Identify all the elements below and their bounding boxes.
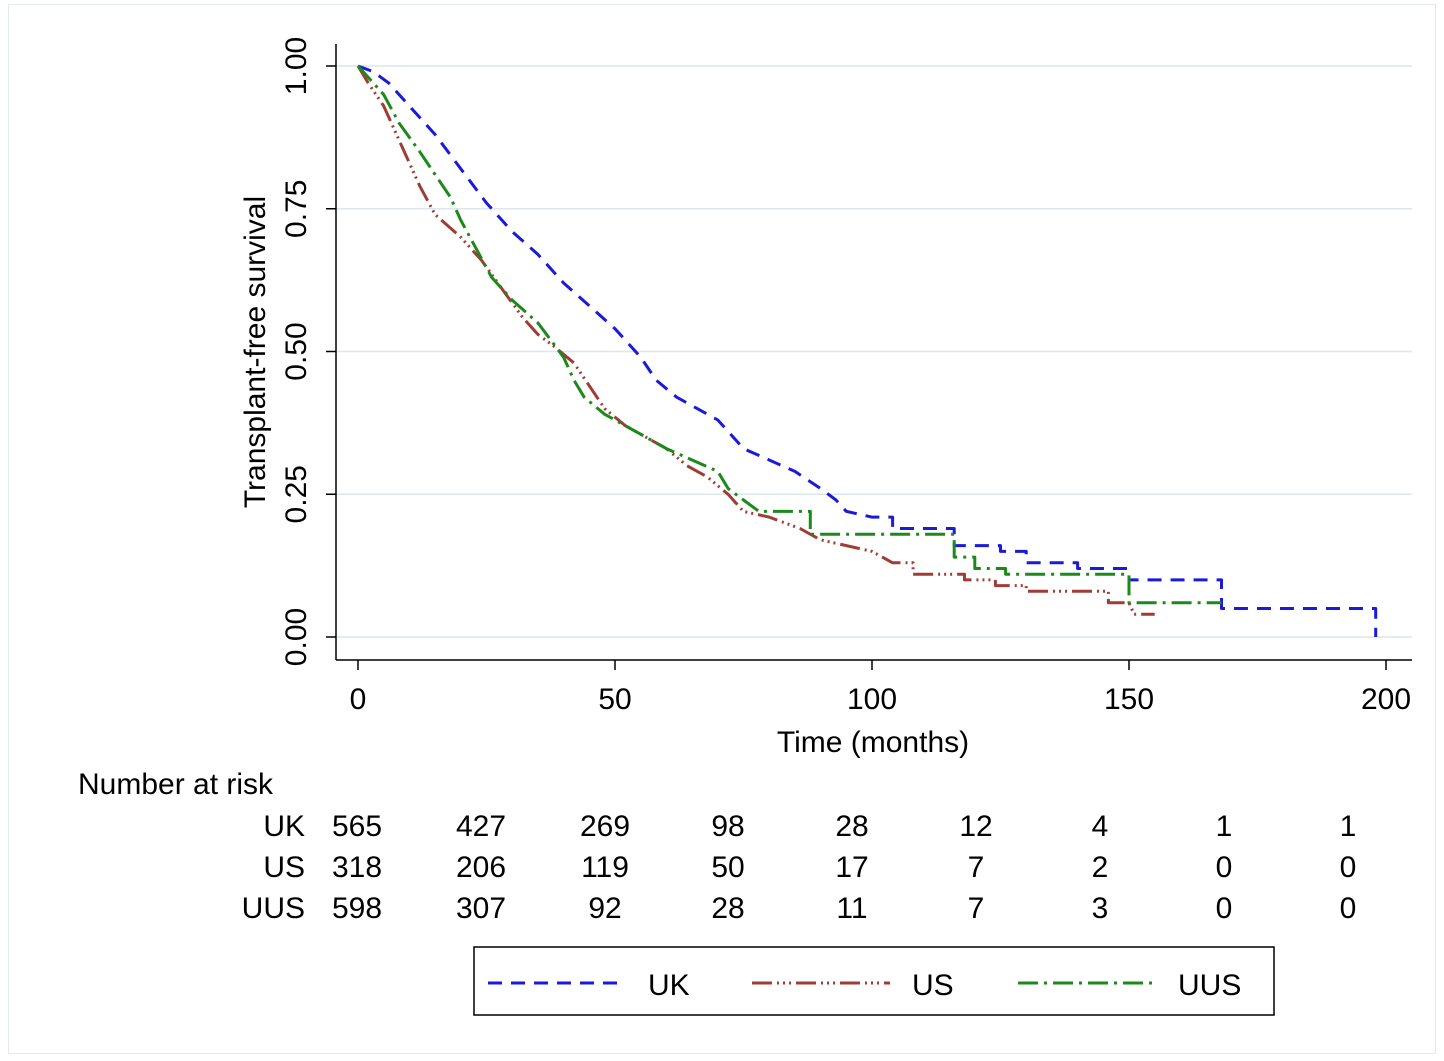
y-tick-label: 0.00 — [280, 608, 313, 666]
risk-table-title: Number at risk — [78, 768, 274, 801]
risk-cell: 565 — [332, 810, 382, 843]
risk-cell: 11 — [836, 892, 867, 925]
legend-box — [473, 946, 1275, 1016]
legend-label-uus: UUS — [1178, 969, 1241, 1002]
risk-cell: 269 — [580, 810, 630, 843]
x-tick-label: 150 — [1104, 683, 1154, 716]
series-line-uk — [357, 64, 1378, 637]
risk-cell: 0 — [1340, 892, 1357, 925]
grid-lines — [336, 65, 1412, 638]
risk-cell: 0 — [1216, 851, 1233, 884]
series-line-uus — [356, 64, 1222, 605]
y-tick-label: 0.50 — [280, 322, 313, 380]
risk-cell: 50 — [711, 851, 744, 884]
y-tick-label: 0.25 — [280, 465, 313, 523]
risk-cell: 598 — [332, 892, 382, 925]
risk-cell: 12 — [959, 810, 992, 843]
risk-cell: 307 — [456, 892, 506, 925]
risk-row-label: UUS — [242, 892, 305, 925]
risk-cell: 28 — [711, 892, 744, 925]
risk-cell: 206 — [456, 851, 506, 884]
risk-cell: 28 — [835, 810, 868, 843]
risk-cell: 0 — [1340, 851, 1357, 884]
legend: UK US UUS — [473, 946, 1275, 1016]
x-tick-label: 100 — [847, 683, 897, 716]
x-axis-label: Time (months) — [777, 726, 969, 759]
y-tick-label: 1.00 — [280, 37, 313, 95]
series-line-us — [356, 65, 1155, 616]
chart-frame — [8, 4, 1436, 1054]
risk-cell: 1 — [1216, 810, 1233, 843]
legend-label-us: US — [912, 969, 954, 1002]
risk-table: Number at risk UK 565 427 269 98 28 12 4 1 1US 318… — [78, 768, 1356, 925]
risk-cell: 318 — [332, 851, 382, 884]
series-lines — [356, 64, 1378, 637]
risk-cell: 427 — [456, 810, 506, 843]
risk-cell: 4 — [1092, 810, 1109, 843]
risk-cell: 0 — [1216, 892, 1233, 925]
axes: 0.00 0.25 0.50 0.75 1.00 0 50 100 150 200 — [280, 37, 1412, 716]
y-axis-label: Transplant-free survival — [239, 196, 272, 508]
risk-cell: 2 — [1092, 851, 1109, 884]
x-tick-label: 50 — [598, 683, 631, 716]
risk-row-label: UK — [263, 810, 305, 843]
risk-cell: 7 — [968, 892, 985, 925]
risk-cell: 17 — [835, 851, 868, 884]
legend-label-uk: UK — [648, 969, 690, 1002]
x-tick-label: 200 — [1361, 683, 1411, 716]
risk-cell: 1 — [1340, 810, 1357, 843]
x-tick-label: 0 — [350, 683, 367, 716]
risk-cell: 7 — [968, 851, 985, 884]
risk-cell: 92 — [588, 892, 621, 925]
risk-cell: 3 — [1092, 892, 1109, 925]
risk-row-label: US — [263, 851, 305, 884]
risk-cell: 119 — [581, 851, 629, 884]
risk-cell: 98 — [711, 810, 744, 843]
y-tick-label: 0.75 — [280, 180, 313, 238]
